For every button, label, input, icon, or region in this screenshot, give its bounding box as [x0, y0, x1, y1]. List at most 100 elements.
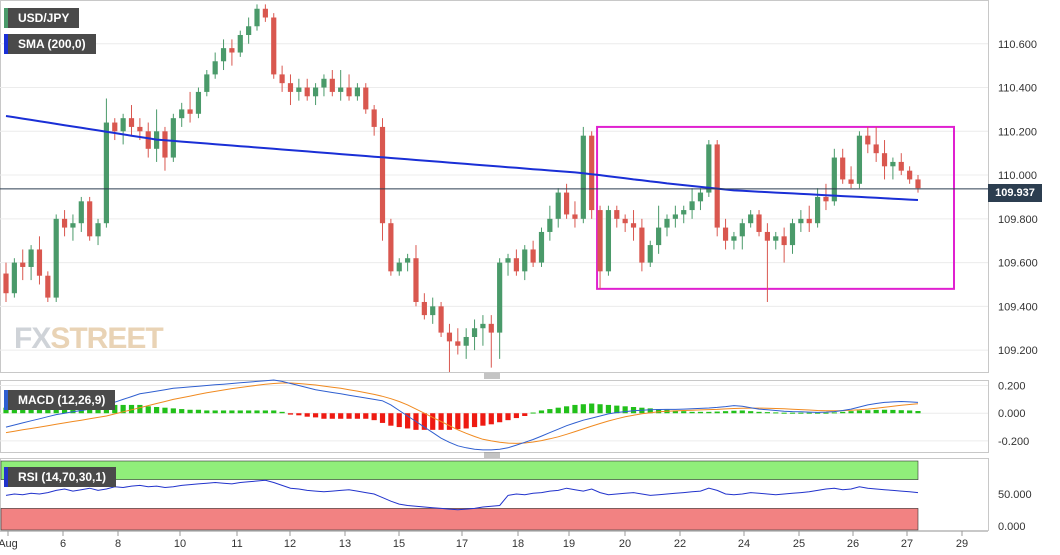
candle-body [455, 341, 461, 346]
y-tick-label: 110.200 [998, 126, 1037, 138]
candle-body [229, 48, 235, 53]
macd-histogram-bar [137, 404, 143, 414]
sma-200-line [5, 115, 919, 201]
candle [856, 131, 863, 189]
candle [681, 205, 687, 224]
candle-body [672, 214, 678, 219]
macd-histogram-bar [179, 409, 185, 414]
candle [421, 293, 427, 320]
candle-body [187, 109, 193, 114]
candle [455, 328, 461, 355]
macd-histogram-bar [840, 411, 846, 414]
candle-body [865, 135, 871, 145]
candle-body [262, 8, 268, 18]
candle-body [413, 258, 419, 302]
macd-histogram-bar [647, 408, 653, 414]
macd-histogram-bar [246, 410, 252, 414]
macd-histogram-bar [312, 413, 319, 418]
candle-body [739, 223, 745, 237]
macd-histogram-bar [304, 413, 310, 417]
candle-body [446, 332, 453, 342]
candle [806, 205, 812, 232]
candle [480, 315, 486, 346]
candle-body [271, 17, 277, 75]
macd-histogram-bar [538, 410, 545, 414]
candle [103, 98, 109, 228]
candle-body [848, 179, 854, 184]
macd-histogram-bar [706, 411, 712, 414]
macd-histogram-bar [170, 408, 176, 414]
candle [229, 39, 235, 66]
candle-body [396, 262, 402, 272]
macd-histogram-bar [505, 413, 511, 421]
candle [572, 201, 578, 228]
candle-body [363, 87, 369, 110]
y-tick-label: 110.000 [998, 170, 1037, 182]
candle [446, 323, 453, 372]
macd-histogram-bar [388, 413, 394, 426]
candle-body [137, 126, 143, 132]
x-tick-label: 15 [393, 538, 405, 550]
candle-body [756, 214, 762, 232]
macd-histogram-bar [446, 413, 453, 430]
candle-body [279, 74, 285, 84]
fxstreet-watermark: FXSTREET [14, 322, 164, 355]
macd-histogram-bar [881, 409, 888, 414]
macd-histogram-bar [756, 411, 762, 414]
macd-histogram-bar [195, 409, 202, 414]
candle [430, 297, 436, 324]
macd-histogram-bar [212, 410, 218, 414]
candle [321, 74, 327, 97]
candle-body [87, 201, 93, 237]
candle [907, 166, 913, 184]
candle [396, 258, 402, 276]
candle [471, 319, 478, 351]
candle [405, 253, 411, 272]
candle-body [589, 135, 595, 211]
y-tick-label: 109.800 [998, 214, 1038, 226]
macd-histogram-bar [154, 407, 160, 414]
macd-histogram-bar [597, 404, 603, 414]
candle-body [622, 218, 628, 224]
candle [312, 83, 319, 106]
macd-histogram-bar [731, 410, 737, 414]
macd-histogram-bar [563, 406, 570, 414]
candle-body [304, 87, 310, 97]
candle [11, 258, 17, 298]
macd-signal-line [5, 382, 919, 444]
candle-body [815, 196, 821, 224]
macd-histogram-bar [689, 411, 695, 414]
macd-histogram-bar [898, 410, 904, 414]
candle-body [647, 245, 653, 263]
candle-body [731, 236, 737, 241]
rsi-overbought-zone [0, 460, 919, 480]
candle-body [764, 231, 770, 241]
macd-histogram-bar [279, 411, 285, 414]
x-tick-label: 8 [115, 538, 121, 550]
candle [45, 271, 51, 302]
macd-legend: MACD (12,26,9) [4, 390, 116, 410]
candle [262, 4, 268, 22]
candle-body [781, 236, 787, 246]
candle [95, 218, 101, 246]
candle [555, 188, 561, 228]
candle-body [237, 35, 243, 53]
candle [697, 188, 704, 211]
candle-body [563, 192, 570, 215]
candle [605, 205, 612, 276]
candle [246, 17, 252, 44]
y-tick-label: 0.000 [998, 408, 1026, 420]
candle-body [538, 231, 545, 263]
macd-histogram-bar [630, 407, 637, 414]
candle [488, 315, 494, 368]
candle-body [162, 131, 168, 158]
candle-body [497, 262, 503, 333]
candle-body [856, 135, 863, 184]
macd-histogram-bar [831, 412, 837, 414]
symbol-label: USD/JPY [4, 8, 80, 28]
macd-histogram-bar [907, 410, 913, 414]
x-tick-label: 22 [674, 538, 686, 550]
macd-histogram-bar [296, 413, 302, 416]
candle [840, 148, 846, 184]
candle [630, 210, 637, 241]
